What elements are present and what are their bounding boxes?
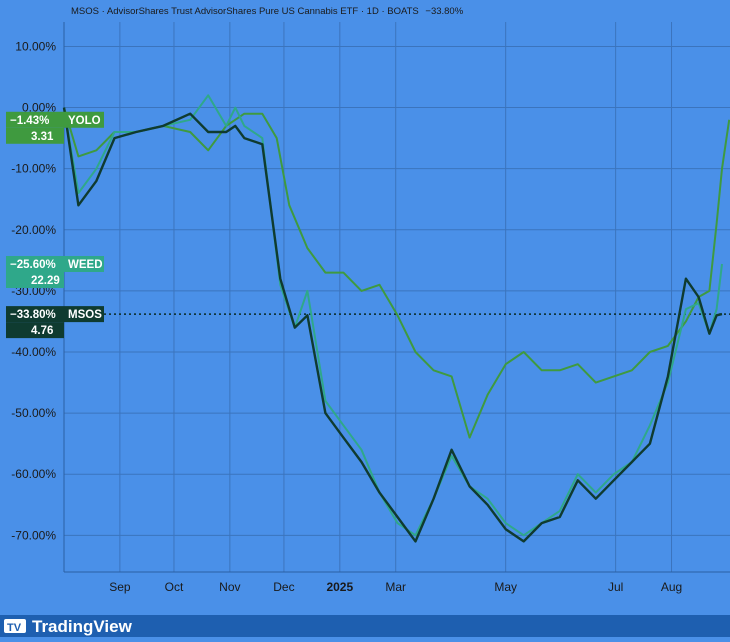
footer-bar	[0, 615, 730, 637]
tag-background	[6, 306, 104, 323]
brand-label[interactable]: TradingView	[32, 617, 133, 636]
tag-price: 3.31	[31, 131, 54, 143]
tag-background	[6, 111, 104, 128]
y-axis: 10.00%0.00%-10.00%-20.00%-30.00%-40.00%-…	[11, 22, 65, 572]
tag-price-background	[6, 127, 64, 144]
tag-percent: −25.60%	[10, 259, 56, 271]
x-tick-label: Aug	[661, 580, 682, 594]
series-line-msos	[62, 107, 723, 543]
x-tick-label: Jul	[608, 580, 623, 594]
svg-text:TV: TV	[7, 622, 22, 634]
x-axis: Sep Oct Nov Dec 2025 Mar May Jul Aug	[64, 571, 730, 594]
y-tick-label: -40.00%	[11, 345, 56, 359]
x-tick-label: Oct	[165, 580, 184, 594]
y-tick-label: 10.00%	[15, 39, 56, 53]
y-tick-label: 0.00%	[22, 101, 56, 115]
series-tag-msos: −33.80% MSOS 4.76	[6, 306, 104, 339]
y-tick-label: -20.00%	[11, 223, 56, 237]
tag-price-background	[6, 272, 64, 288]
y-tick-label: -60.00%	[11, 467, 56, 481]
tag-symbol: YOLO	[68, 115, 101, 127]
tag-percent: −33.80%	[10, 309, 56, 321]
tag-symbol: WEED	[68, 259, 103, 271]
tag-price: 4.76	[31, 325, 53, 337]
tag-price: 22.29	[31, 275, 60, 287]
x-tick-label: Mar	[385, 580, 406, 594]
x-tick-label: May	[494, 580, 517, 594]
tag-symbol: MSOS	[68, 309, 102, 321]
series-tag-weed: −25.60% WEED 22.29	[6, 256, 104, 288]
series-tags: −1.43% YOLO 3.31 −25.60% WEED 22.29 −33.80% MSO…	[6, 111, 104, 339]
x-tick-label: 2025	[326, 580, 353, 594]
x-tick-label: Nov	[219, 580, 240, 594]
tag-background	[6, 256, 104, 272]
tradingview-logo-icon[interactable]: TV	[4, 619, 26, 634]
series-tag-yolo: −1.43% YOLO 3.31	[6, 111, 104, 144]
y-tick-label: -50.00%	[11, 406, 56, 420]
tag-percent: −1.43%	[10, 115, 49, 127]
y-tick-label: -70.00%	[11, 528, 56, 542]
chart-title: MSOS · AdvisorShares Trust AdvisorShares…	[71, 6, 464, 17]
x-tick-label: Sep	[109, 580, 131, 594]
tag-price-background	[6, 322, 64, 339]
y-tick-label: -10.00%	[11, 162, 56, 176]
series-lines	[62, 94, 730, 543]
x-tick-label: Dec	[273, 580, 294, 594]
